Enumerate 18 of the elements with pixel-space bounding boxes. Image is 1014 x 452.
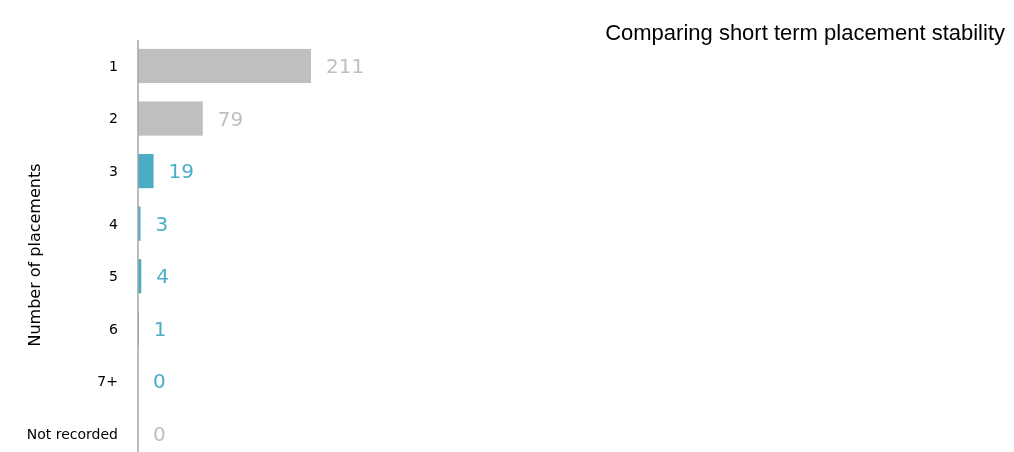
y-axis-title: Number of placements [25,163,44,347]
y-tick-label: 1 [109,57,118,74]
data-label: 211 [326,53,365,78]
y-tick-label: 6 [109,320,119,337]
y-tick-label: 5 [109,268,118,285]
data-label: 0 [153,369,166,394]
text: Comparing short term placement stability [605,20,1005,45]
y-tick-label: 2 [109,110,118,127]
data-label: 1 [153,316,167,341]
data-label: 4 [156,264,170,289]
data-label: 19 [168,159,195,184]
data-label: 3 [155,211,169,236]
y-tick-label: Not recorded [26,425,118,442]
data-label: 0 [153,422,166,447]
y-tick-label: 7+ [97,373,118,390]
y-tick-label: 3 [109,163,118,180]
data-label: 79 [217,106,244,131]
y-tick-label: 4 [109,215,119,232]
